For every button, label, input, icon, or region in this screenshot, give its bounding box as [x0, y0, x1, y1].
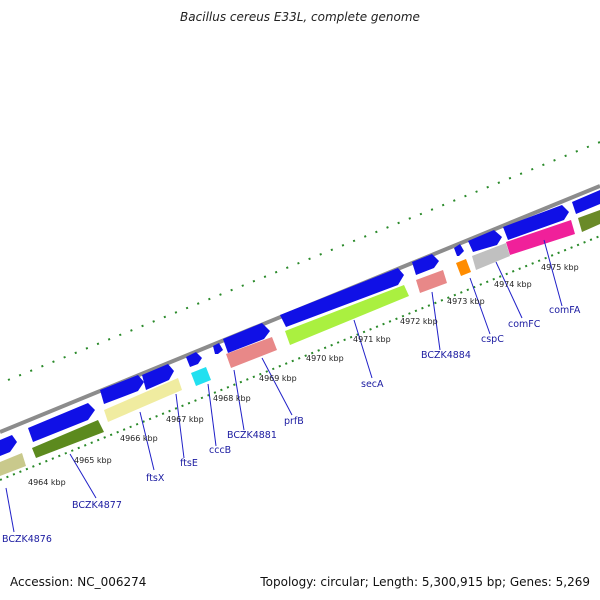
- kbp-label: 4972 kbp: [400, 317, 438, 326]
- kbp-label: 4966 kbp: [120, 434, 158, 443]
- gene-label[interactable]: comFC: [508, 319, 541, 330]
- gene-reverse[interactable]: [472, 243, 510, 270]
- gene-reverse[interactable]: [104, 378, 182, 422]
- label-connectors: [5, 239, 563, 533]
- kbp-label: 4973 kbp: [447, 297, 485, 306]
- gene-label[interactable]: prfB: [284, 416, 304, 427]
- reverse-strand-genes: [0, 210, 600, 476]
- gene-forward[interactable]: [280, 268, 404, 327]
- gene-reverse[interactable]: [32, 420, 104, 458]
- gene-reverse[interactable]: [506, 220, 575, 255]
- gene-reverse[interactable]: [191, 367, 211, 386]
- gene-label[interactable]: cspC: [481, 334, 504, 345]
- inner-scale-ticks: [0, 235, 600, 481]
- gene-reverse[interactable]: [0, 453, 26, 476]
- accession-text: Accession: NC_006274: [10, 575, 147, 589]
- gene-forward[interactable]: [0, 435, 17, 456]
- gene-forward[interactable]: [28, 403, 95, 442]
- gene-reverse[interactable]: [416, 270, 447, 293]
- forward-strand-genes: [0, 190, 600, 456]
- gene-reverse[interactable]: [456, 259, 471, 276]
- gene-forward[interactable]: [468, 230, 502, 252]
- kbp-label: 4975 kbp: [541, 263, 579, 272]
- kbp-scale-labels: 4964 kbp 4965 kbp 4966 kbp 4967 kbp 4968…: [28, 263, 579, 487]
- gene-reverse[interactable]: [578, 210, 600, 232]
- topology-text: Topology: circular; Length: 5,300,915 bp…: [260, 575, 590, 589]
- gene-forward[interactable]: [412, 254, 439, 275]
- gene-forward[interactable]: [186, 352, 202, 367]
- kbp-label: 4970 kbp: [306, 354, 344, 363]
- gene-forward[interactable]: [223, 323, 270, 353]
- outer-scale-ticks: [7, 141, 600, 381]
- kbp-label: 4964 kbp: [28, 478, 66, 487]
- kbp-label: 4971 kbp: [353, 335, 391, 344]
- kbp-label: 4967 kbp: [166, 415, 204, 424]
- gene-label[interactable]: BCZK4876: [2, 534, 52, 545]
- kbp-label: 4965 kbp: [74, 456, 112, 465]
- gene-label[interactable]: comFA: [549, 305, 581, 316]
- kbp-label: 4969 kbp: [259, 374, 297, 383]
- gene-label[interactable]: ftsE: [180, 458, 198, 469]
- map-title: Bacillus cereus E33L, complete genome: [180, 10, 420, 24]
- gene-forward[interactable]: [142, 364, 174, 390]
- gene-label[interactable]: secA: [361, 379, 384, 390]
- gene-forward[interactable]: [100, 375, 144, 404]
- gene-label[interactable]: BCZK4884: [421, 350, 471, 361]
- gene-reverse[interactable]: [285, 285, 409, 345]
- gene-forward[interactable]: [503, 205, 569, 240]
- gene-label[interactable]: BCZK4877: [72, 500, 122, 511]
- gene-label[interactable]: BCZK4881: [227, 430, 277, 441]
- gene-forward[interactable]: [454, 244, 464, 256]
- gene-name-labels: BCZK4876 BCZK4877 ftsX ftsE cccB BCZK488…: [2, 305, 581, 545]
- gene-label[interactable]: ftsX: [146, 473, 165, 484]
- gene-label[interactable]: cccB: [209, 445, 231, 456]
- kbp-label: 4974 kbp: [494, 280, 532, 289]
- gene-reverse[interactable]: [226, 337, 277, 368]
- gene-forward[interactable]: [572, 190, 600, 214]
- gene-forward[interactable]: [213, 343, 223, 354]
- kbp-label: 4968 kbp: [213, 394, 251, 403]
